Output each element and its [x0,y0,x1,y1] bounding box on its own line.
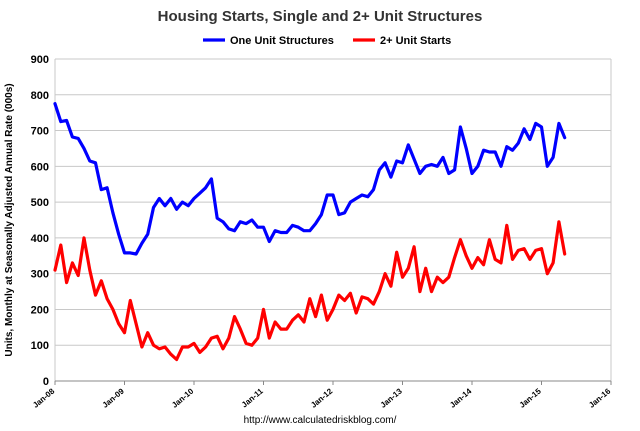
x-axis-ticks: Jan-08 Jan-09 Jan-10 Jan-11 Jan-12 Jan-13 Jan-… [31,381,613,410]
y-tick-label: 800 [31,90,49,102]
y-tick-label: 700 [31,126,49,138]
y-axis-ticks: 0 100 200 300 400 500 600 700 800 900 [31,54,49,388]
x-tick-label: Jan-09 [101,386,127,410]
series-line-one-unit [53,102,567,256]
legend-label: One Unit Structures [230,35,334,47]
y-tick-label: 400 [31,233,49,245]
y-tick-label: 100 [31,340,49,352]
y-tick-label: 200 [31,304,49,316]
x-tick-label: Jan-15 [518,386,544,410]
series-line-two-plus-unit [53,220,567,362]
x-tick-label: Jan-13 [379,386,405,410]
chart-title: Housing Starts, Single and 2+ Unit Struc… [158,8,483,25]
y-tick-label: 900 [31,54,49,66]
x-tick-label: Jan-08 [31,386,57,410]
legend-label: 2+ Unit Starts [380,35,451,47]
y-axis-label: Units, Monthly at Seasonally Adjusted An… [4,83,15,356]
x-tick-label: Jan-12 [309,386,335,410]
y-tick-label: 300 [31,269,49,281]
x-tick-label: Jan-14 [448,386,474,410]
x-tick-label: Jan-10 [170,386,196,410]
y-tick-label: 0 [43,376,49,388]
source-credit: http://www.calculatedriskblog.com/ [244,415,397,426]
series-layer [53,102,567,362]
y-tick-label: 500 [31,197,49,209]
y-tick-label: 600 [31,161,49,173]
x-tick-label: Jan-16 [587,386,613,410]
legend: One Unit Structures 2+ Unit Starts [203,35,451,47]
x-tick-label: Jan-11 [240,386,265,409]
